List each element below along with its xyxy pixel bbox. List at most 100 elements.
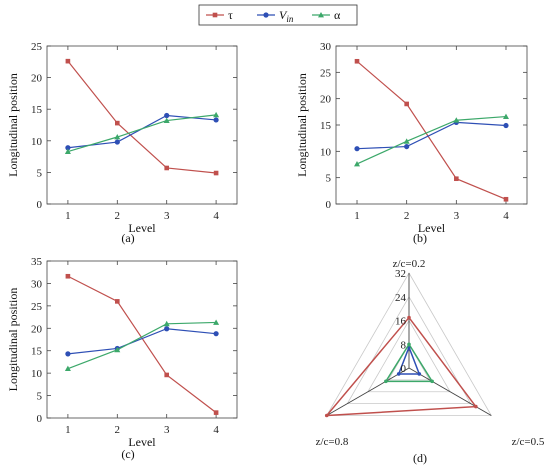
data-point: [64, 148, 71, 154]
y-tick-label: 0: [326, 199, 332, 211]
data-point: [163, 320, 170, 327]
radar-tick-label: 16: [395, 316, 407, 328]
data-point: [114, 346, 121, 353]
data-point: [65, 273, 71, 279]
radar-point: [324, 413, 329, 418]
chart-panel-b: 0 5 10 15 20 25 30 1 2 3 4 Level Longitudinal positi…: [295, 41, 528, 245]
series-line: [356, 121, 507, 150]
y-tick-label: 10: [31, 136, 43, 148]
radar-point: [407, 342, 411, 347]
radar-spoke: [408, 367, 492, 416]
series-line: [67, 328, 217, 355]
radar-series: [397, 345, 421, 375]
radar-grid: [326, 272, 492, 416]
y-tick-label: 10: [31, 368, 43, 380]
data-point: [213, 410, 219, 415]
data-point: [115, 120, 120, 126]
data-point: [163, 117, 170, 123]
legend-entry: α: [334, 8, 341, 22]
radar-tick-label: 8: [401, 339, 407, 351]
series-line: [67, 60, 217, 174]
x-axis-label: Level: [418, 221, 446, 235]
data-point: [115, 299, 120, 304]
data-point: [502, 113, 509, 119]
data-point: [503, 122, 509, 129]
radar-axis-label: z/c=0.5: [512, 436, 545, 448]
x-tick-label: 3: [454, 210, 460, 222]
data-point: [114, 139, 120, 145]
data-point: [503, 196, 509, 202]
series-line: [67, 275, 217, 414]
y-tick-label: 25: [320, 67, 332, 79]
y-axis-label: Longitudinal position: [6, 73, 20, 177]
data-point: [213, 331, 219, 337]
radar-axis-label: z/c=0.2: [393, 258, 426, 270]
x-tick-label: 4: [503, 210, 509, 222]
chart-panel-c: 0 5 10 15 20 25 30 35 1 2 3 4 Level Longitudinal posi…: [6, 256, 238, 461]
y-tick-label: 35: [31, 256, 43, 268]
data-point: [65, 351, 71, 357]
legend-marker: [212, 12, 218, 18]
y-tick-label: 25: [31, 301, 43, 313]
y-tick-label: 25: [31, 41, 43, 53]
y-tick-label: 20: [31, 73, 43, 85]
y-axis-label: Longitudinal position: [6, 288, 20, 392]
radar-grid: [367, 319, 451, 393]
y-axis-label: Longitudinal position: [295, 73, 309, 177]
y-tick-label: 15: [31, 104, 43, 116]
data-point: [454, 176, 459, 182]
plot-frame: [46, 45, 238, 205]
radar-point: [417, 372, 422, 376]
x-tick-label: 3: [164, 424, 170, 436]
radar-point: [430, 379, 434, 384]
radar-point: [407, 315, 411, 320]
y-tick-label: 0: [37, 413, 43, 425]
radar-series: [384, 342, 434, 383]
x-tick-label: 1: [65, 210, 71, 222]
series-line: [67, 114, 217, 149]
radar-grid: [346, 295, 472, 405]
y-tick-label: 5: [37, 167, 43, 179]
y-tick-label: 5: [37, 391, 43, 403]
y-tick-label: 20: [31, 323, 43, 335]
chart-panel-a: 0 5 10 15 20 25 1 2 3 4 Level Longitudinal position…: [6, 41, 238, 245]
data-point: [354, 58, 360, 64]
radar-tick-label: 0: [401, 363, 407, 375]
data-point: [64, 365, 71, 372]
data-point: [453, 117, 460, 123]
legend-entry: τ: [228, 8, 233, 22]
y-tick-label: 20: [320, 94, 332, 106]
y-tick-label: 30: [31, 278, 43, 290]
y-tick-label: 15: [31, 346, 43, 358]
panel-label: (b): [413, 231, 427, 245]
data-point: [164, 165, 169, 171]
x-axis-label: Level: [128, 221, 156, 235]
x-tick-label: 4: [213, 210, 219, 222]
data-point: [65, 58, 71, 64]
legend-marker: [318, 12, 324, 18]
y-tick-label: 10: [320, 146, 332, 158]
legend-box: [198, 4, 358, 26]
radar-point: [396, 372, 401, 376]
data-point: [403, 138, 410, 144]
x-axis-label: Level: [128, 435, 156, 449]
panel-label: (a): [121, 231, 134, 245]
panel-label: (d): [413, 451, 427, 465]
x-tick-label: 2: [115, 210, 121, 222]
y-tick-label: 30: [320, 41, 332, 53]
series-line: [356, 115, 507, 165]
legend: τ Vin α: [198, 4, 358, 26]
radar-tick-label: 24: [395, 292, 407, 304]
x-tick-label: 1: [354, 210, 360, 222]
data-point: [213, 117, 219, 123]
panel-label: (c): [121, 447, 134, 461]
radar-spoke: [326, 367, 410, 416]
series-line: [356, 60, 507, 200]
x-tick-label: 2: [404, 210, 410, 222]
radar-axis-label: z/c=0.8: [316, 436, 349, 448]
y-tick-label: 5: [326, 173, 332, 185]
series-line: [67, 321, 217, 370]
data-point: [404, 143, 410, 150]
data-point: [164, 372, 169, 378]
